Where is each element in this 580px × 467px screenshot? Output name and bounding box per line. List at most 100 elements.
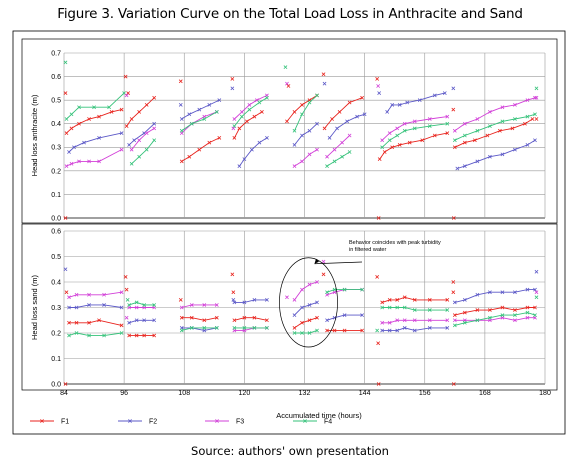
data-point-f1: [231, 290, 236, 295]
data-point-f4: [127, 303, 132, 307]
data-point-f1: [475, 308, 480, 312]
y-tick-label: 0.6: [51, 74, 61, 81]
data-point-f3: [189, 303, 194, 307]
data-point-f4: [102, 333, 106, 338]
series-line-f3: [181, 111, 217, 134]
data-point-f2: [427, 326, 432, 330]
data-point-f1: [376, 382, 381, 386]
data-point-f3: [475, 117, 480, 121]
x-tick-label: 96: [120, 390, 128, 397]
series-line-f3: [454, 97, 536, 132]
data-point-f4: [315, 93, 319, 98]
data-point-f4: [144, 147, 149, 152]
data-point-f1: [77, 121, 81, 126]
series-line-f2: [294, 301, 318, 316]
y-tick-label: 0.5: [51, 98, 61, 105]
series-line-f1: [454, 307, 535, 316]
data-point-f3: [525, 315, 530, 320]
data-point-f2: [513, 147, 517, 152]
data-point-f3: [332, 147, 337, 152]
data-point-f4: [325, 164, 329, 169]
data-point-f1: [252, 315, 257, 320]
data-point-f1: [292, 110, 297, 114]
data-point-f1: [230, 77, 235, 81]
data-point-f1: [387, 297, 392, 302]
data-point-f2: [412, 328, 417, 333]
data-point-f2: [257, 140, 262, 145]
data-point-f1: [485, 133, 490, 138]
series-line-f4: [128, 301, 155, 306]
legend-item-f3: F3: [205, 419, 244, 426]
data-point-f3: [292, 164, 297, 169]
data-point-f1: [451, 216, 456, 220]
data-point-f2: [300, 133, 304, 138]
data-point-f1: [119, 323, 124, 328]
series-line-f2: [457, 139, 536, 169]
data-point-f3: [534, 290, 539, 295]
series-line-f4: [294, 95, 318, 131]
series-line-f2: [454, 289, 535, 303]
data-point-f2: [377, 91, 382, 95]
data-point-f4: [189, 326, 194, 330]
data-point-f4: [232, 124, 237, 128]
data-point-f1: [74, 320, 79, 325]
data-point-f1: [397, 143, 402, 147]
data-point-f3: [69, 161, 74, 166]
data-point-f3: [395, 126, 400, 131]
y-tick-label: 0.7: [51, 50, 61, 57]
data-point-f4: [292, 331, 297, 335]
data-point-f2: [475, 159, 480, 164]
data-point-f4: [64, 117, 69, 121]
y-tick-label: 0.3: [51, 145, 61, 152]
data-point-f1: [498, 128, 502, 133]
data-point-f3: [402, 121, 407, 126]
data-point-f3: [488, 110, 492, 114]
figure-title: Figure 3. Variation Curve on the Total L…: [57, 6, 523, 22]
data-point-f4: [500, 119, 505, 124]
data-point-f1: [445, 131, 450, 136]
data-point-f1: [472, 138, 477, 143]
data-point-f2: [442, 91, 447, 95]
data-point-f3: [87, 292, 91, 297]
data-point-f3: [500, 105, 505, 110]
data-point-f3: [97, 159, 101, 164]
data-point-f4: [257, 100, 262, 105]
data-point-f2: [525, 287, 530, 292]
data-point-f1: [119, 107, 124, 112]
data-point-f4: [402, 128, 407, 133]
data-point-f2: [500, 152, 505, 157]
series-line-f1: [294, 317, 318, 329]
y-tick-label: 0.6: [51, 228, 61, 235]
data-point-f1: [63, 382, 68, 386]
data-point-f1: [265, 318, 269, 323]
data-point-f2: [97, 135, 101, 140]
data-point-f1: [189, 315, 194, 320]
y-tick-label: 0.5: [51, 254, 61, 261]
data-point-f4: [534, 295, 539, 300]
x-tick-label: 120: [239, 390, 251, 397]
data-point-f1: [134, 333, 139, 338]
data-point-f1: [127, 333, 132, 338]
data-point-f4: [152, 138, 157, 143]
data-point-f4: [445, 121, 450, 126]
annotation-text: Behavior coincides with peak turbidity in…: [349, 240, 441, 253]
data-point-f2: [207, 102, 212, 107]
data-point-f3: [152, 126, 157, 131]
data-point-f4: [307, 331, 312, 335]
data-point-f2: [265, 297, 269, 302]
data-point-f2: [327, 135, 332, 140]
data-point-f2: [462, 164, 467, 169]
data-point-f3: [300, 287, 304, 292]
data-point-f1: [315, 315, 319, 320]
series-line-f3: [294, 281, 318, 301]
data-point-f2: [307, 128, 312, 133]
data-point-f3: [239, 110, 244, 114]
series-line-f4: [454, 113, 536, 141]
data-point-f1: [87, 320, 91, 325]
data-point-f4: [247, 107, 252, 112]
data-point-f4: [265, 326, 269, 330]
data-point-f1: [402, 295, 407, 300]
data-point-f3: [376, 84, 381, 88]
data-point-f2: [127, 320, 132, 325]
data-point-f1: [300, 102, 304, 107]
